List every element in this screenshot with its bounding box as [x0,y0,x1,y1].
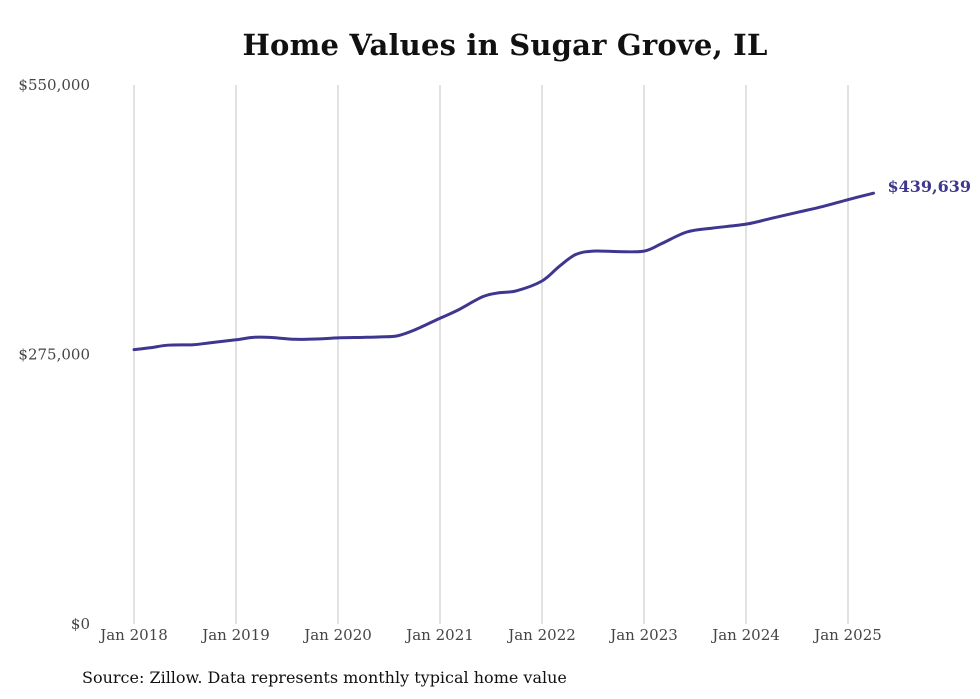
x-tick-label: Jan 2020 [302,626,372,644]
y-tick-label: $550,000 [18,76,90,94]
x-tick-label: Jan 2018 [98,626,168,644]
x-tick-label: Jan 2025 [812,626,882,644]
x-axis-labels: Jan 2018 Jan 2019 Jan 2020 Jan 2021 Jan 2022… [98,626,882,644]
x-tick-label: Jan 2021 [404,626,474,644]
y-tick-label: $0 [71,615,90,633]
y-tick-label: $275,000 [18,346,90,364]
series-line [132,191,875,352]
source-note: Source: Zillow. Data represents monthly … [82,668,567,687]
x-tick-label: Jan 2022 [506,626,576,644]
x-tick-label: Jan 2023 [608,626,678,644]
chart-title: Home Values in Sugar Grove, IL [242,28,768,62]
x-tick-label: Jan 2019 [200,626,270,644]
y-axis-labels: $0 $275,000 $550,000 [18,76,90,633]
end-value-label: $439,639 [888,177,972,196]
gridlines [133,85,849,624]
x-tick-label: Jan 2024 [710,626,780,644]
